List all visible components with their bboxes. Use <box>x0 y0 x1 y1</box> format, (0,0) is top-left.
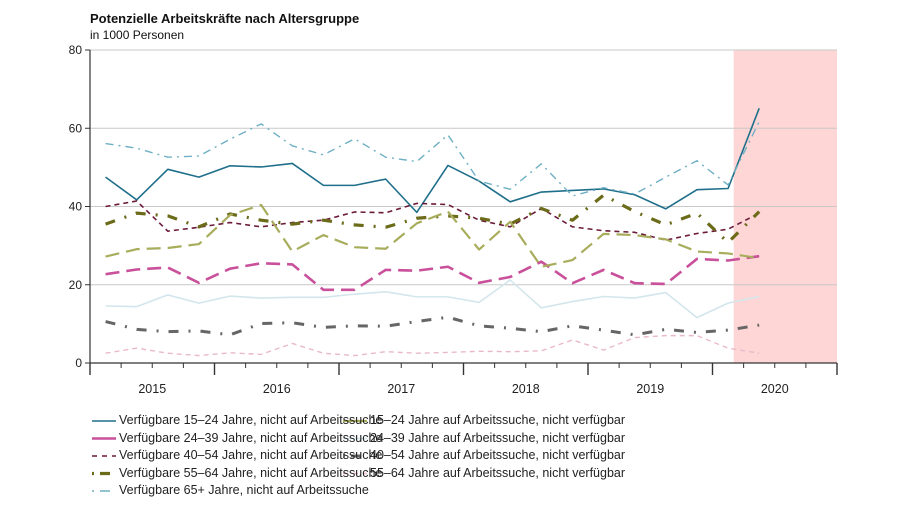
series-9 <box>105 334 760 357</box>
series-line <box>105 203 760 268</box>
series-line <box>105 315 760 337</box>
series-5 <box>105 121 760 197</box>
series-line <box>105 254 760 292</box>
y-tick-label: 20 <box>69 278 83 292</box>
legend-item-label: Verfügbare 15–24 Jahre, nicht auf Arbeit… <box>119 413 383 427</box>
series-line <box>105 121 760 197</box>
legend-item-label: 55–64 Jahre auf Arbeitssuche, nicht verf… <box>370 465 626 480</box>
series-8 <box>105 315 760 337</box>
legend-item-label: 24–39 Jahre auf Arbeitssuche, nicht verf… <box>370 430 626 445</box>
series-line <box>105 193 761 245</box>
x-tick-label: 2017 <box>387 382 415 396</box>
x-tick-label: 2016 <box>263 382 291 396</box>
legend-item-label: Verfügbare 55–64 Jahre, nicht auf Arbeit… <box>119 465 383 480</box>
series-4 <box>105 193 761 245</box>
y-tick-label: 40 <box>69 200 83 214</box>
chart-subtitle: in 1000 Personen <box>90 28 185 42</box>
y-tick-label: 80 <box>69 43 83 57</box>
y-tick-label: 0 <box>75 356 82 370</box>
legend-item-label: Verfügbare 24–39 Jahre, nicht auf Arbeit… <box>119 430 383 445</box>
legend-item-label: Verfügbare 65+ Jahre, nicht auf Arbeitss… <box>119 483 369 497</box>
legend-item-label: 15–24 Jahre auf Arbeitssuche, nicht verf… <box>370 413 626 427</box>
legend-item-label: Verfügbare 40–54 Jahre, nicht auf Arbeit… <box>119 448 383 462</box>
x-tick-label: 2018 <box>512 382 540 396</box>
x-tick-label: 2020 <box>761 382 789 396</box>
series-1 <box>105 108 760 214</box>
series-6 <box>105 203 760 268</box>
x-tick-label: 2019 <box>636 382 664 396</box>
y-tick-label: 60 <box>69 121 83 135</box>
series-line <box>105 334 760 357</box>
series-line <box>105 108 760 214</box>
series-7 <box>105 279 760 319</box>
x-tick-label: 2015 <box>138 382 166 396</box>
chart-title: Potenzielle Arbeitskräfte nach Altersgru… <box>90 11 360 26</box>
series-2 <box>105 254 760 292</box>
series-line <box>105 279 760 319</box>
legend-item-label: 40–54 Jahre auf Arbeitssuche, nicht verf… <box>370 448 626 462</box>
